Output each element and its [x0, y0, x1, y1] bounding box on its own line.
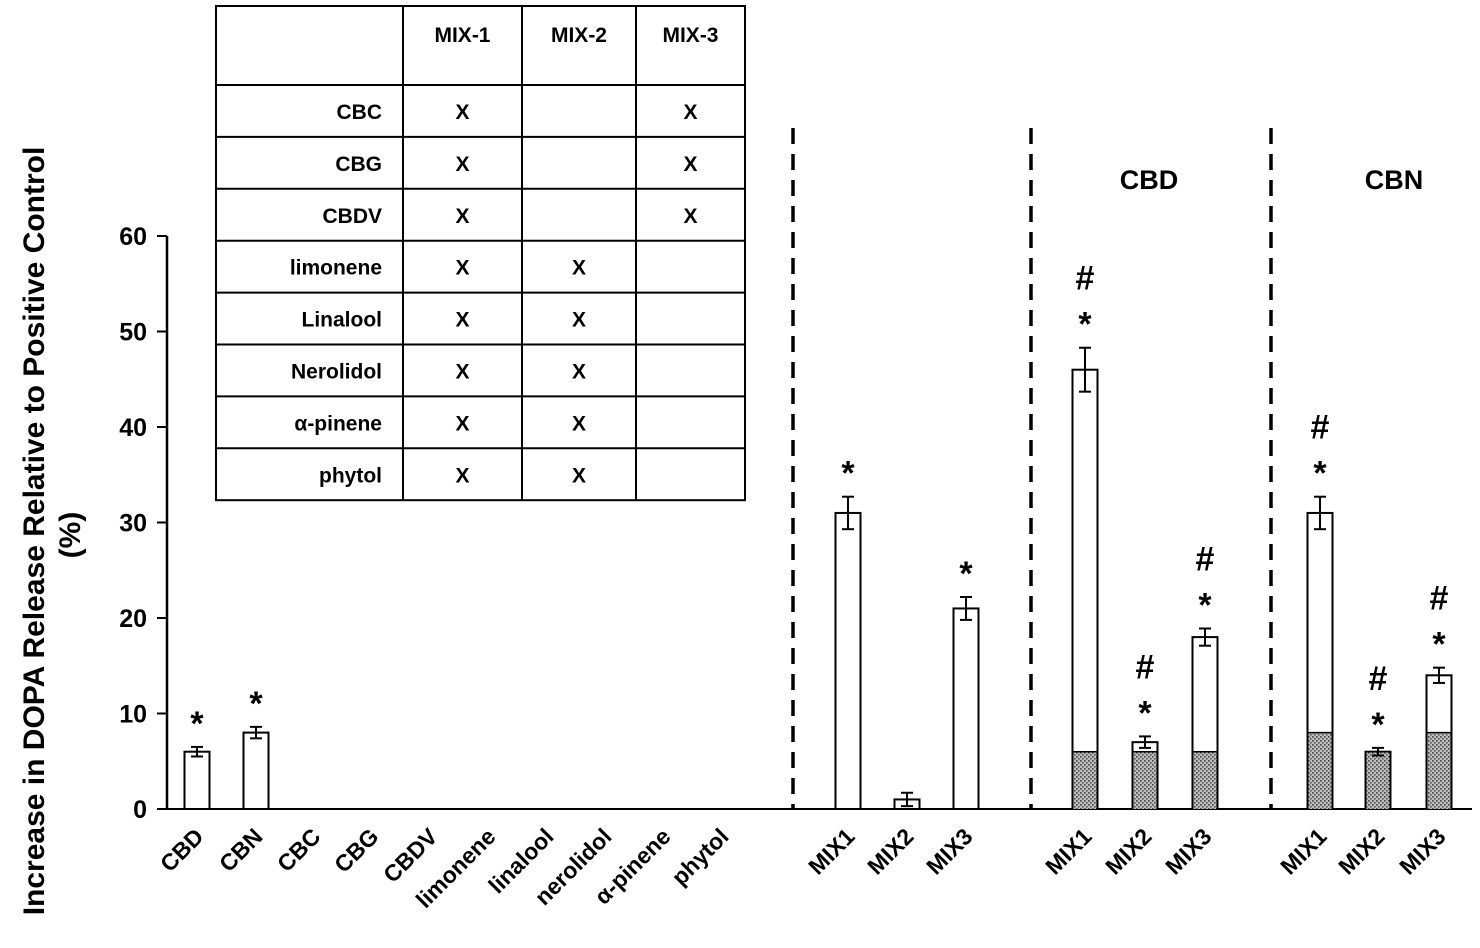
- bar-series: [183, 346, 1453, 811]
- y-axis-ticks: 0 10 20 30 40 50 60: [119, 223, 167, 824]
- bar-hatched-portion: [1308, 732, 1332, 809]
- significance-markers: * * * * * # * # * # * # * # * #: [190, 260, 1448, 744]
- bar: [183, 750, 211, 811]
- table-cell-mark: X: [455, 257, 469, 280]
- table-column-header: MIX-3: [662, 24, 718, 47]
- x-tick-label: MIX3: [921, 823, 977, 879]
- x-tick-label: CBN: [214, 823, 268, 877]
- significance-star: *: [1432, 626, 1446, 664]
- significance-hash: #: [1076, 260, 1095, 298]
- bar-hatched-portion: [1073, 751, 1097, 809]
- x-tick-label: MIX2: [1333, 823, 1389, 879]
- y-tick-label: 30: [119, 510, 147, 538]
- significance-hash: #: [1430, 580, 1449, 618]
- significance-star: *: [249, 685, 263, 723]
- table-row-label: CBDV: [322, 205, 382, 228]
- x-tick-label: CBD: [155, 823, 209, 877]
- significance-star: *: [1371, 706, 1385, 744]
- bar-hatched-portion: [1366, 751, 1390, 809]
- x-tick-label: MIX3: [1394, 823, 1450, 879]
- table-cell-mark: X: [455, 101, 469, 124]
- x-axis-ticks: CBD CBN CBC CBGCBDVlimonenelinaloolnerolido…: [155, 823, 1451, 913]
- significance-star: *: [1078, 306, 1092, 344]
- y-tick-label: 10: [119, 701, 147, 729]
- table-cell-mark: X: [683, 205, 697, 228]
- significance-hash: #: [1196, 541, 1215, 579]
- x-tick-label: CBC: [272, 823, 326, 877]
- table-row-label: CBG: [335, 153, 382, 176]
- x-tick-label: MIX2: [1100, 823, 1156, 879]
- table-cell-mark: X: [572, 464, 586, 487]
- significance-star: *: [841, 455, 855, 493]
- table-cell-mark: X: [455, 412, 469, 435]
- bar-hatched-portion: [1427, 732, 1451, 809]
- bar: [1071, 368, 1099, 810]
- table-column-header: MIX-1: [434, 24, 490, 47]
- y-axis-unit: (%): [54, 512, 87, 559]
- significance-hash: #: [1311, 409, 1330, 447]
- table-row-label: phytol: [319, 464, 382, 487]
- y-tick-label: 60: [119, 223, 147, 251]
- group-label-cbn: CBN: [1365, 165, 1424, 195]
- bar: [834, 511, 862, 810]
- table-cell-mark: X: [572, 412, 586, 435]
- table-cell-mark: X: [572, 257, 586, 280]
- significance-star: *: [1198, 587, 1212, 625]
- y-tick-label: 40: [119, 414, 147, 442]
- table-cell-mark: X: [683, 153, 697, 176]
- table-cell-mark: X: [683, 101, 697, 124]
- bar: [952, 607, 980, 811]
- table-column-header: MIX-2: [551, 24, 607, 47]
- significance-star: *: [1138, 694, 1152, 732]
- table-cell-mark: X: [455, 464, 469, 487]
- y-tick-label: 50: [119, 319, 147, 347]
- x-tick-label: MIX2: [862, 823, 918, 879]
- table-row-label: CBC: [337, 101, 383, 124]
- y-axis-title: Increase in DOPA Release Relative to Pos…: [18, 147, 51, 916]
- significance-star: *: [959, 555, 973, 593]
- table-cell-mark: X: [455, 309, 469, 332]
- significance-star: *: [1313, 455, 1327, 493]
- x-tick-label: CBG: [329, 823, 384, 878]
- significance-hash: #: [1136, 648, 1155, 686]
- table-cell-mark: X: [455, 153, 469, 176]
- table-row-label: Linalool: [302, 309, 383, 332]
- group-label-cbd: CBD: [1120, 165, 1179, 195]
- y-tick-label: 0: [133, 796, 147, 824]
- x-tick-label: phytol: [666, 823, 733, 890]
- table-cell-mark: X: [455, 360, 469, 383]
- table-row-label: α-pinene: [294, 412, 382, 435]
- table-row-label: Nerolidol: [291, 360, 382, 383]
- x-tick-label: MIX1: [1040, 823, 1096, 879]
- significance-star: *: [190, 705, 204, 743]
- table-cell-mark: X: [572, 360, 586, 383]
- y-tick-label: 20: [119, 605, 147, 633]
- bar-hatched-portion: [1193, 751, 1217, 809]
- table-row-label: limonene: [290, 257, 382, 280]
- table-cell-mark: X: [455, 205, 469, 228]
- x-tick-label: MIX1: [1275, 823, 1331, 879]
- x-tick-label: MIX3: [1160, 823, 1216, 879]
- bar-hatched-portion: [1133, 751, 1157, 809]
- table-frame: [215, 5, 746, 502]
- table-cell-mark: X: [572, 309, 586, 332]
- x-tick-label: MIX1: [803, 823, 859, 879]
- significance-hash: #: [1369, 660, 1388, 698]
- bar: [242, 731, 270, 810]
